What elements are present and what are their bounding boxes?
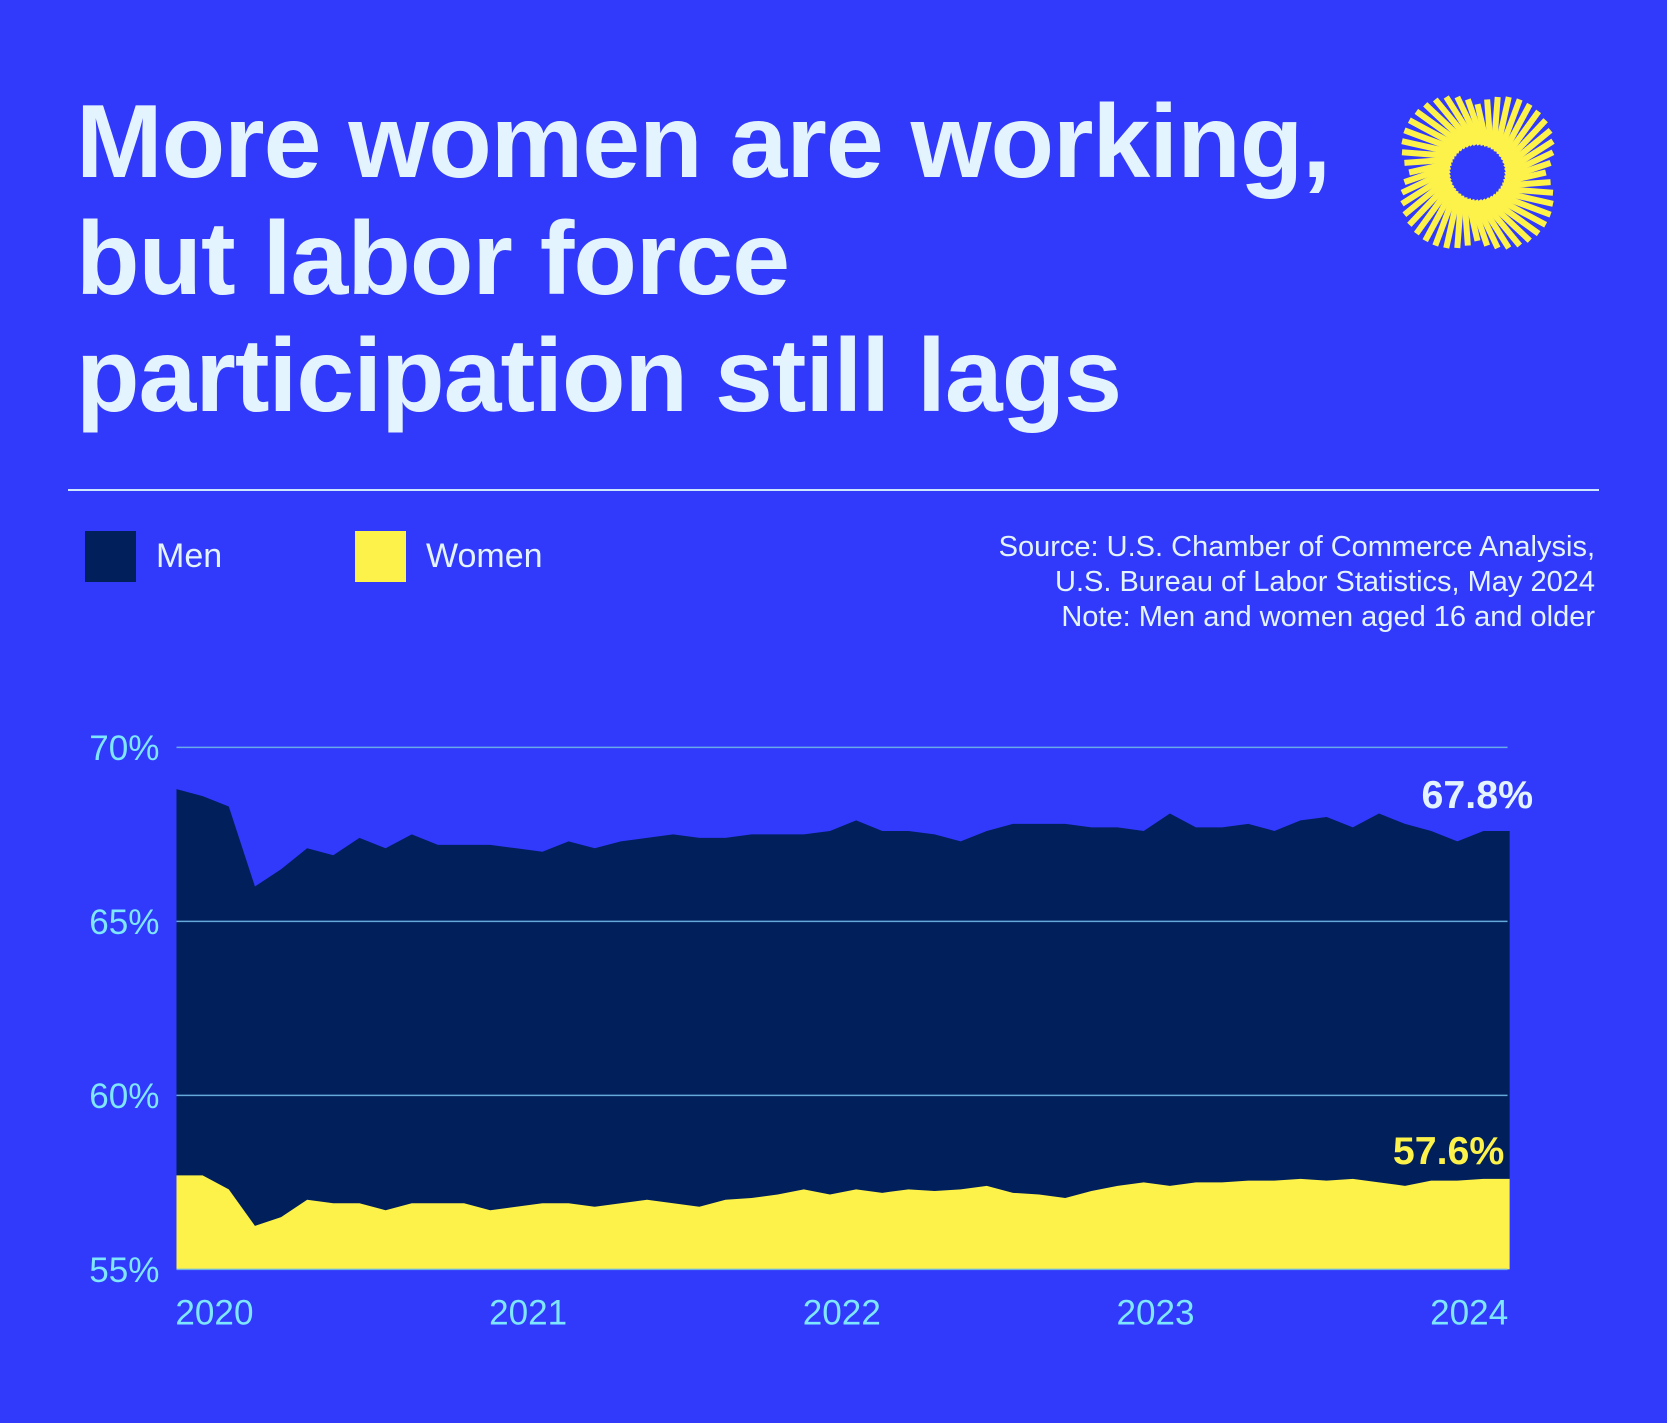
logo-ray: [1413, 182, 1455, 236]
title-line: More women are working,: [76, 84, 1331, 200]
logo-ray: [1400, 171, 1451, 207]
logo-ray: [1407, 178, 1453, 227]
logo-ray: [1423, 102, 1472, 148]
logo-ray: [1401, 149, 1455, 160]
x-tick-label: 2022: [803, 1294, 881, 1333]
x-tick-label: 2024: [1430, 1294, 1508, 1333]
legend-label: Women: [426, 537, 543, 575]
page-title: More women are working, but labor force …: [76, 84, 1376, 435]
logo-ray: [1408, 159, 1452, 176]
x-tick-label: 2020: [175, 1294, 253, 1333]
logo-ray: [1404, 156, 1453, 166]
source-line: Source: U.S. Chamber of Commerce Analysi…: [998, 531, 1595, 563]
logo-ray: [1464, 198, 1481, 242]
logo-ray: [1461, 197, 1471, 246]
logo-ray: [1432, 189, 1459, 247]
logo-ray: [1494, 191, 1552, 218]
y-tick-label: 70%: [89, 729, 159, 768]
logo-ray: [1500, 185, 1554, 196]
y-tick-label: 60%: [89, 1077, 159, 1116]
area-men: [176, 789, 1510, 1270]
logo-ray: [1407, 117, 1464, 152]
logo-ray: [1503, 159, 1552, 182]
logo-ray: [1401, 138, 1458, 157]
logo-ray: [1443, 192, 1462, 249]
logo-ray: [1504, 138, 1555, 174]
logo-ray: [1474, 103, 1491, 147]
logo-ray: [1400, 167, 1451, 196]
logo-ray: [1496, 98, 1523, 156]
source-line: Note: Men and women aged 16 and older: [1061, 601, 1595, 633]
source-line: U.S. Bureau of Labor Statistics, May 202…: [1055, 566, 1595, 598]
logo-ray: [1497, 188, 1554, 207]
x-tick-label: 2023: [1116, 1294, 1194, 1333]
title-line: but labor force: [76, 201, 790, 317]
source-note: Source: U.S. Chamber of Commerce Analysi…: [999, 530, 1595, 635]
legend-item-women: Women: [355, 531, 543, 582]
legend-label: Men: [156, 537, 223, 575]
logo-ray: [1487, 195, 1541, 237]
logo-ray: [1454, 95, 1483, 146]
logo-ray: [1503, 169, 1547, 186]
x-tick-label: 2021: [489, 1294, 567, 1333]
logo-ray: [1422, 186, 1457, 243]
logo-ray: [1484, 99, 1494, 148]
men-end-label: 67.8%: [1422, 773, 1534, 817]
title-line: participation still lags: [76, 318, 1122, 434]
logo-ray: [1503, 127, 1553, 171]
logo-ray: [1502, 118, 1548, 167]
logo-ray: [1403, 163, 1452, 186]
logo-ray: [1493, 96, 1512, 153]
logo-ray: [1432, 97, 1476, 147]
logo-ray: [1483, 197, 1532, 243]
logo-ray: [1402, 174, 1452, 218]
logo-ray: [1443, 95, 1479, 146]
logo-ray: [1472, 199, 1501, 250]
divider: [68, 489, 1599, 491]
logo-ray: [1504, 149, 1555, 178]
logo-ray: [1490, 96, 1501, 150]
logo-ray: [1414, 108, 1468, 150]
y-tick-label: 65%: [89, 903, 159, 942]
y-tick-label: 55%: [89, 1251, 159, 1290]
logo-ray: [1476, 199, 1512, 250]
logo-ray: [1498, 102, 1533, 159]
logo-ray: [1454, 195, 1465, 249]
sunburst-logo-icon: [1400, 95, 1555, 250]
logo-center: [1453, 148, 1502, 197]
logo-ray: [1491, 193, 1548, 228]
logo-ray: [1403, 127, 1461, 154]
logo-ray: [1468, 198, 1491, 247]
logo-ray: [1502, 179, 1551, 189]
area-women: [176, 1175, 1510, 1270]
legend-item-men: Men: [85, 531, 222, 582]
legend-swatch-men: [85, 531, 136, 582]
legend-swatch-women: [355, 531, 406, 582]
logo-ray: [1500, 109, 1542, 163]
women-end-label: 57.6%: [1393, 1129, 1505, 1173]
logo-ray: [1464, 98, 1487, 147]
logo-ray: [1479, 198, 1523, 248]
